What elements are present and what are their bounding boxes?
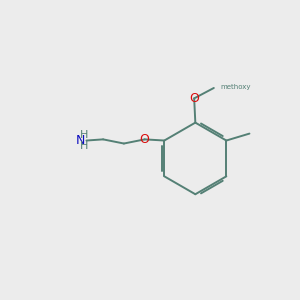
Text: H: H [80,141,88,151]
Text: O: O [140,133,150,146]
Text: N: N [75,134,85,147]
Text: methoxy: methoxy [220,84,251,90]
Text: H: H [80,130,88,140]
Text: O: O [189,92,199,105]
